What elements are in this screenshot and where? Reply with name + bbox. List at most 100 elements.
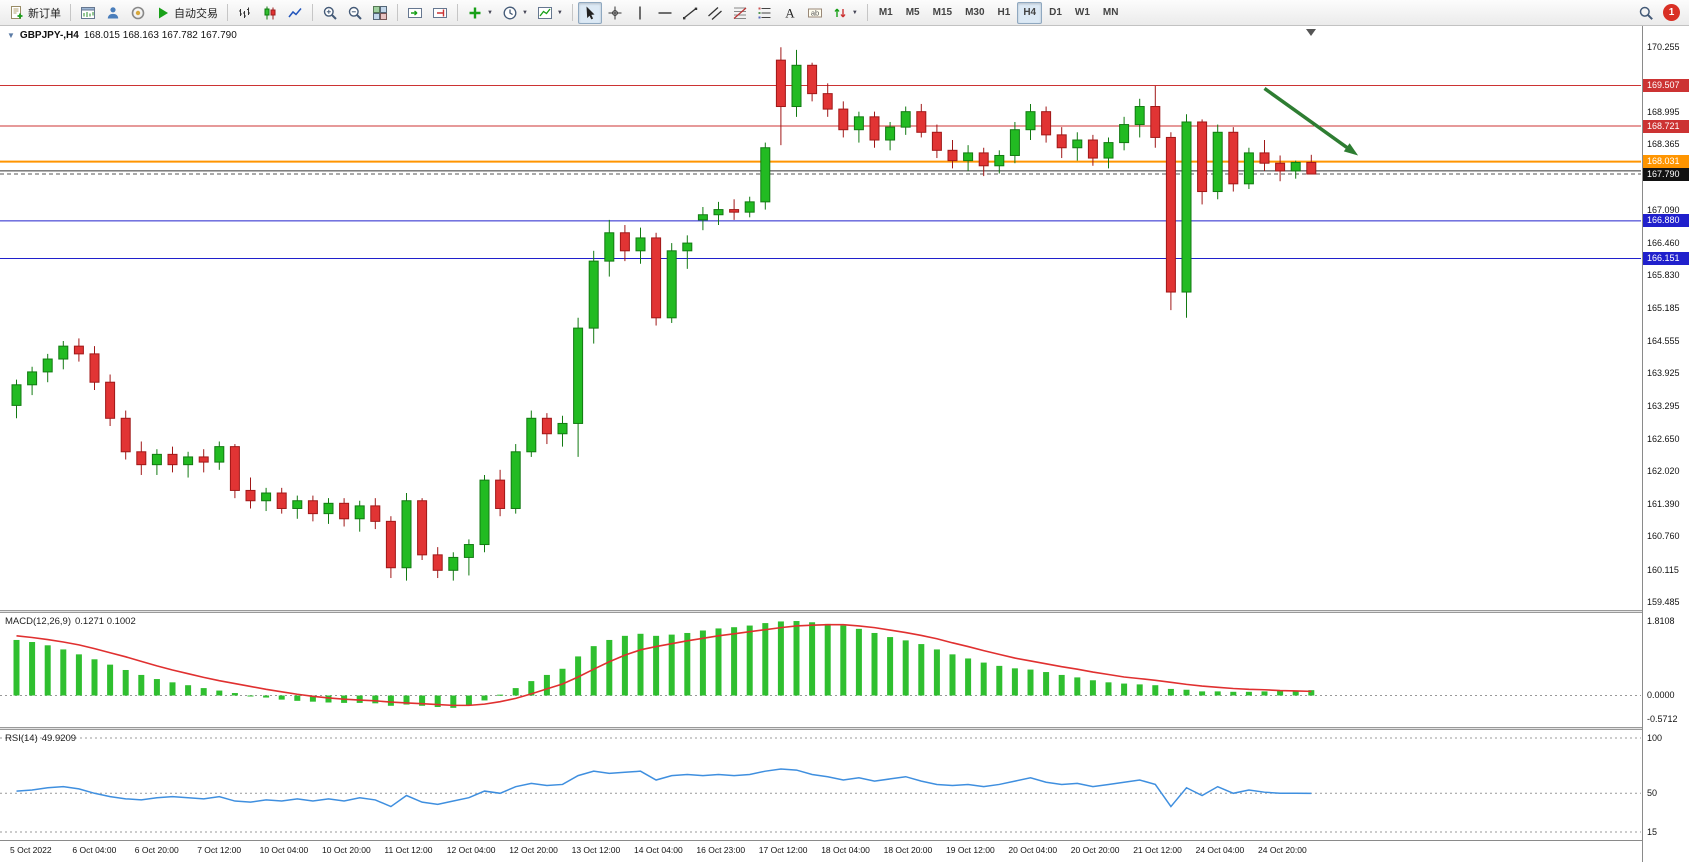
- rsi-title: RSI(14): [5, 733, 38, 744]
- horizontal-lines[interactable]: [0, 85, 1641, 259]
- cursor-icon: [582, 5, 598, 21]
- profiles-button[interactable]: [101, 2, 125, 24]
- tf-m30[interactable]: M30: [959, 2, 990, 24]
- drawings-tool[interactable]: [753, 2, 777, 24]
- price-tick: 165.185: [1647, 303, 1680, 314]
- zoom-in-button[interactable]: [318, 2, 342, 24]
- time-label: 14 Oct 04:00: [634, 845, 683, 855]
- tf-m15-label: M15: [932, 7, 953, 18]
- price-scale[interactable]: 170.255 168.995 168.365 167.090 166.460 165.8…: [1642, 26, 1689, 862]
- rsi-chart[interactable]: [0, 730, 1642, 840]
- bars-icon: [237, 5, 253, 21]
- text-icon: [782, 5, 798, 21]
- plus-icon: [467, 5, 483, 21]
- vertical-line-tool[interactable]: [628, 2, 652, 24]
- trendline-tool[interactable]: [678, 2, 702, 24]
- panel-separator[interactable]: [0, 727, 1642, 730]
- text-label-tool[interactable]: [803, 2, 827, 24]
- time-label: 12 Oct 20:00: [509, 845, 558, 855]
- new-chart-button[interactable]: [76, 2, 100, 24]
- tf-m1[interactable]: M1: [873, 2, 899, 24]
- indicators-dropdown[interactable]: ▼: [463, 2, 497, 24]
- rsi-scale-tick: 50: [1647, 788, 1658, 799]
- price-line-label[interactable]: 168.031: [1643, 155, 1689, 169]
- rsi-values: 49.9209: [41, 733, 77, 744]
- price-chart[interactable]: [0, 26, 1642, 610]
- candlestick-chart-button[interactable]: [258, 2, 282, 24]
- search-button[interactable]: [1634, 2, 1658, 24]
- crosshair-tool[interactable]: [603, 2, 627, 24]
- macd-values: 0.1271 0.1002: [75, 616, 136, 627]
- rsi-line: [16, 768, 1312, 808]
- time-label: 10 Oct 04:00: [259, 845, 309, 855]
- chart-shift-marker[interactable]: [1306, 29, 1316, 36]
- periods-dropdown[interactable]: ▼: [498, 2, 532, 24]
- time-label: 7 Oct 12:00: [197, 845, 242, 855]
- time-label: 24 Oct 04:00: [1195, 845, 1245, 855]
- time-label: 17 Oct 12:00: [758, 845, 808, 855]
- caret-down-icon: ▼: [487, 9, 493, 16]
- tf-h1-label: H1: [997, 7, 1011, 18]
- chart-shift-button[interactable]: [428, 2, 452, 24]
- one-click-trading-toggle[interactable]: ▼: [7, 31, 15, 40]
- tf-h4[interactable]: H4: [1017, 1, 1043, 24]
- time-label: 19 Oct 12:00: [946, 845, 995, 855]
- price-line-label[interactable]: 169.507: [1643, 79, 1689, 93]
- macd-scale-tick: 1.8108: [1647, 616, 1675, 626]
- text-tool[interactable]: [778, 2, 802, 24]
- macd-histogram: [13, 621, 1315, 708]
- shift-icon: [432, 5, 448, 21]
- time-axis[interactable]: 5 Oct 2022 6 Oct 04:00 6 Oct 20:00 7 Oct 12…: [0, 840, 1642, 862]
- template-icon: [537, 5, 553, 21]
- tile-windows-button[interactable]: [368, 2, 392, 24]
- data-window-button[interactable]: [126, 2, 150, 24]
- time-label: 6 Oct 20:00: [134, 845, 179, 855]
- price-tick: 162.020: [1647, 466, 1680, 477]
- tf-m5[interactable]: M5: [900, 2, 926, 24]
- time-label: 20 Oct 04:00: [1008, 845, 1058, 855]
- autoscroll-button[interactable]: [403, 2, 427, 24]
- toolbar-separator: [227, 4, 228, 21]
- templates-dropdown[interactable]: ▼: [533, 2, 567, 24]
- caret-down-icon: ▼: [851, 9, 858, 16]
- price-line-label[interactable]: 166.151: [1643, 251, 1689, 265]
- tf-m30-label: M30: [965, 7, 985, 18]
- price-line-label[interactable]: 166.880: [1643, 214, 1689, 228]
- channel-tool[interactable]: [703, 2, 727, 24]
- time-label: 21 Oct 12:00: [1133, 845, 1182, 855]
- toolbar-separator: [312, 4, 313, 21]
- tf-w1[interactable]: W1: [1069, 2, 1096, 24]
- rsi-scale-tick: 100: [1647, 733, 1663, 743]
- bar-chart-button[interactable]: [233, 2, 257, 24]
- tf-w1-label: W1: [1074, 7, 1090, 18]
- panel-separator[interactable]: [0, 610, 1642, 613]
- tf-m15[interactable]: M15: [927, 2, 958, 24]
- arrows-tool[interactable]: ▼: [828, 2, 862, 24]
- zoom-in-icon: [322, 5, 338, 21]
- price-tick: 160.760: [1647, 531, 1680, 542]
- price-tick: 168.365: [1647, 139, 1680, 150]
- trend-arrow[interactable]: [1263, 87, 1359, 156]
- fibonacci-tool[interactable]: [728, 2, 752, 24]
- tf-d1[interactable]: D1: [1043, 2, 1068, 24]
- zoom-out-button[interactable]: [343, 2, 367, 24]
- time-label: 12 Oct 04:00: [446, 845, 496, 855]
- chart-header: ▼ GBPJPY-,H4 168.015 168.163 167.782 167…: [7, 30, 237, 41]
- macd-signal-line: [16, 623, 1312, 707]
- price-tick: 170.255: [1647, 42, 1680, 52]
- price-line-label[interactable]: 168.721: [1643, 119, 1689, 133]
- toolbar-separator: [70, 4, 71, 21]
- trendline-icon: [682, 5, 698, 21]
- chart-window-icon: [80, 5, 96, 21]
- tf-mn[interactable]: MN: [1097, 2, 1125, 24]
- search-icon: [1638, 5, 1654, 21]
- macd-chart[interactable]: [0, 613, 1642, 727]
- cursor-tool[interactable]: [577, 1, 602, 24]
- horizontal-line-tool[interactable]: [653, 2, 677, 24]
- new-order-button[interactable]: 新订单: [5, 2, 65, 24]
- drawings-icon: [757, 5, 773, 21]
- autotrading-button[interactable]: 自动交易: [151, 2, 222, 24]
- notification-badge[interactable]: 1: [1663, 4, 1680, 21]
- tf-h1[interactable]: H1: [992, 2, 1017, 24]
- line-chart-button[interactable]: [283, 2, 307, 24]
